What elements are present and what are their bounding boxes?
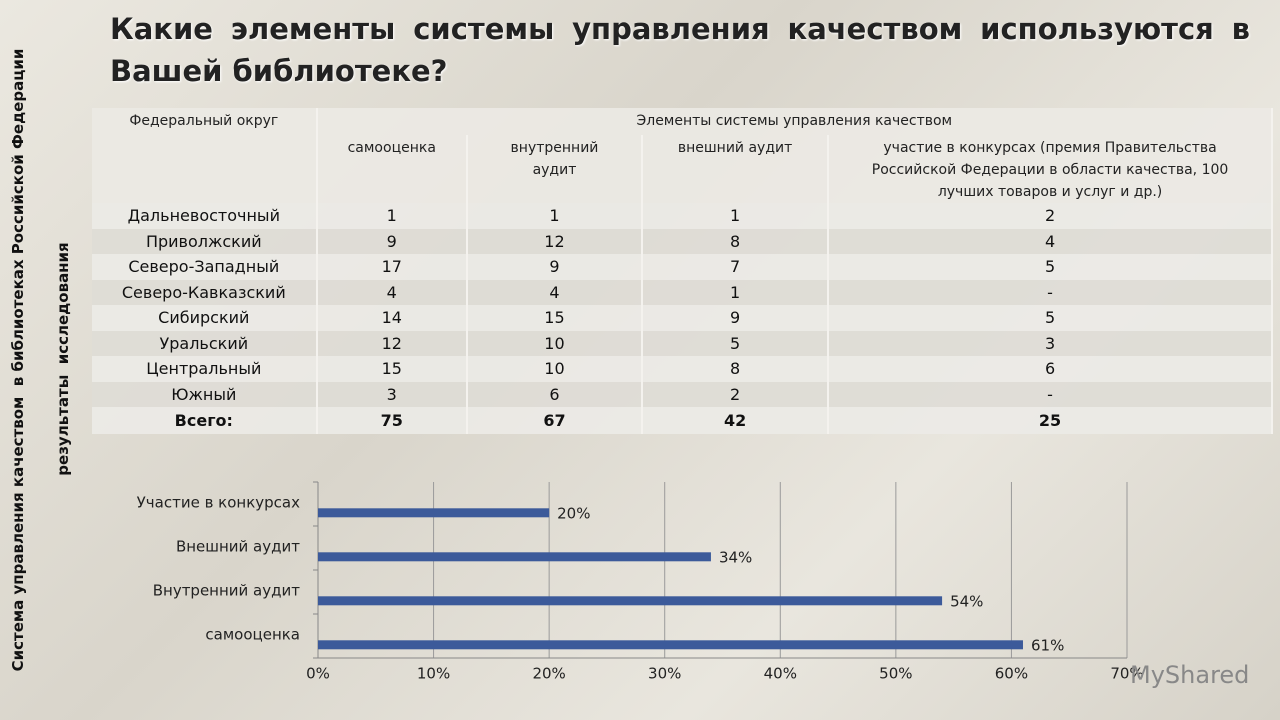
table-cell: 6 xyxy=(828,356,1273,382)
table-row: Сибирский 14 15 9 5 xyxy=(92,305,1273,331)
total-cell: 67 xyxy=(466,407,644,434)
table-cell: Южный xyxy=(92,381,318,407)
table-cell: 4 xyxy=(466,279,644,305)
bar xyxy=(318,596,943,606)
header-cell: Федеральный округ xyxy=(92,108,318,203)
table-cell: 9 xyxy=(642,305,830,331)
x-tick-label: 50% xyxy=(879,665,912,683)
header-cell: внешний аудит xyxy=(642,135,830,203)
table-row: Приволжский 9 12 8 4 xyxy=(92,228,1273,254)
y-tick-label: самооценка xyxy=(205,625,300,643)
total-cell: 75 xyxy=(316,407,468,434)
table-cell: 1 xyxy=(642,203,830,229)
table-cell: 5 xyxy=(828,305,1273,331)
table-cell: 9 xyxy=(316,228,468,254)
x-tick-label: 40% xyxy=(764,665,797,683)
table-cell: Северо-Кавказский xyxy=(92,279,318,305)
table-cell: 15 xyxy=(466,305,644,331)
table-cell: 1 xyxy=(642,279,830,305)
table-cell: 4 xyxy=(316,279,468,305)
header-cell: Элементы системы управления качеством xyxy=(316,108,1274,135)
table-cell: 5 xyxy=(642,330,830,356)
table-cell: 7 xyxy=(642,254,830,280)
y-tick-label: Внешний аудит xyxy=(176,537,300,555)
table-cell: Сибирский xyxy=(92,305,318,331)
table-row: Северо-Кавказский 4 4 1- xyxy=(92,279,1273,305)
bar xyxy=(318,640,1023,650)
header-row: Федеральный округ Элементы системы управл… xyxy=(92,108,1274,203)
table-cell: 14 xyxy=(316,305,468,331)
value-label: 20% xyxy=(557,504,590,522)
table-cell: 1 xyxy=(316,203,468,229)
table-cell: - xyxy=(828,381,1273,407)
table-cell: 3 xyxy=(316,381,468,407)
header-cell: внутренний аудит xyxy=(466,135,644,203)
data-table: Федеральный округ Элементы системы управл… xyxy=(92,108,1274,434)
table-cell: Дальневосточный xyxy=(92,203,318,229)
value-label: 34% xyxy=(719,548,752,566)
table-cell: 2 xyxy=(642,381,830,407)
table-cell: 4 xyxy=(828,228,1273,254)
x-tick-label: 60% xyxy=(995,665,1028,683)
table-cell: Приволжский xyxy=(92,228,318,254)
table-cell: 10 xyxy=(466,330,644,356)
total-cell: 42 xyxy=(642,407,830,434)
value-label: 61% xyxy=(1031,636,1064,654)
table-cell: 3 xyxy=(828,330,1273,356)
value-label: 54% xyxy=(950,592,983,610)
y-tick-label: Участие в конкурсах xyxy=(137,493,300,511)
x-tick-label: 30% xyxy=(648,665,681,683)
table-cell: Уральский xyxy=(92,330,318,356)
table-cell: 12 xyxy=(466,228,644,254)
table-cell: 5 xyxy=(828,254,1273,280)
table-cell: 8 xyxy=(642,228,830,254)
total-cell: 25 xyxy=(828,407,1273,434)
total-cell: Всего: xyxy=(92,407,318,434)
table-cell: 1 xyxy=(466,203,644,229)
header-cell: самооценка xyxy=(316,135,468,203)
x-tick-label: 10% xyxy=(417,665,450,683)
table-cell: - xyxy=(828,279,1273,305)
table-cell: 12 xyxy=(316,330,468,356)
table-cell: 8 xyxy=(642,356,830,382)
y-tick-label: Внутренний аудит xyxy=(153,581,301,599)
table-row: Южный 3 6 2- xyxy=(92,381,1273,407)
table-cell: 15 xyxy=(316,356,468,382)
x-tick-label: 0% xyxy=(306,665,330,683)
header-row: самооценка внутренний аудит внешний аудит у… xyxy=(92,135,1273,203)
table-cell: 9 xyxy=(466,254,644,280)
table-row: Центральный 15 10 8 6 xyxy=(92,356,1273,382)
slide-title: Какие элементы системы управления качест… xyxy=(110,12,1250,88)
bar xyxy=(318,508,550,518)
table-row: Уральский 12 10 5 3 xyxy=(92,330,1273,356)
total-row: Всего: 75 67 42 25 xyxy=(92,407,1273,434)
table-cell: 2 xyxy=(828,203,1273,229)
bar xyxy=(318,552,711,562)
header-cell: участие в конкурсах (премия Правительств… xyxy=(828,135,1273,203)
x-tick-label: 20% xyxy=(532,665,565,683)
table-cell: Центральный xyxy=(92,356,318,382)
table-cell: 6 xyxy=(466,381,644,407)
table-cell: Северо-Западный xyxy=(92,254,318,280)
table-cell: 17 xyxy=(316,254,468,280)
table-row: Северо-Западный 17 9 7 5 xyxy=(92,254,1273,280)
watermark: MyShared xyxy=(1130,661,1249,689)
table-cell: 10 xyxy=(466,356,644,382)
x-tick-label: 70% xyxy=(1110,665,1143,683)
table-row: Дальневосточный 1 1 1 2 xyxy=(92,203,1273,229)
